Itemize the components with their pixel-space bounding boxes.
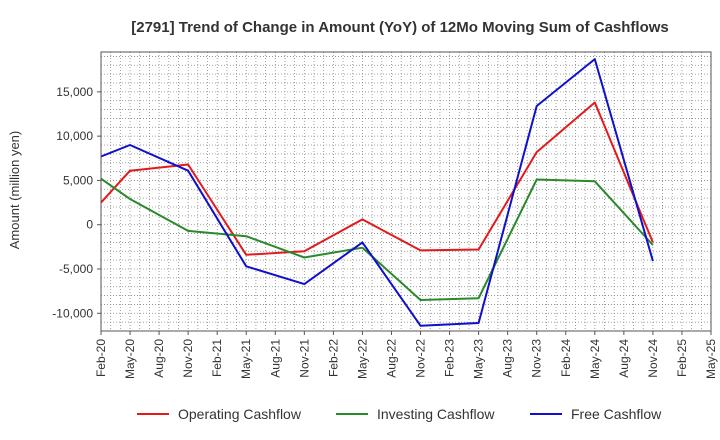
- x-tick-label: May-23: [472, 339, 486, 379]
- x-tick-label: Feb-20: [94, 339, 108, 377]
- x-tick-label: May-20: [123, 339, 137, 379]
- legend-label: Operating Cashflow: [178, 406, 302, 422]
- x-tick-label: May-24: [588, 339, 602, 379]
- x-tick-label: Aug-21: [268, 339, 282, 378]
- x-tick-label: Feb-24: [559, 339, 573, 377]
- y-tick-label: 10,000: [56, 129, 93, 143]
- x-tick-label: May-21: [239, 339, 253, 379]
- y-ticks: -10,000 -5,000 0 5,000 10,000 15,000: [52, 85, 101, 320]
- x-tick-label: Nov-20: [181, 339, 195, 378]
- x-tick-label: Aug-23: [501, 339, 515, 378]
- series-line-operating-cashflow: [100, 101, 654, 256]
- legend-label: Investing Cashflow: [377, 406, 495, 422]
- y-tick-label: -10,000: [52, 306, 93, 320]
- y-tick-label: -5,000: [59, 262, 93, 276]
- x-tick-label: Nov-21: [297, 339, 311, 378]
- x-tick-label: Aug-20: [152, 339, 166, 378]
- x-tick-label: Aug-24: [617, 339, 631, 378]
- legend-label: Free Cashflow: [571, 406, 662, 422]
- x-tick-label: Feb-21: [210, 339, 224, 377]
- x-tick-label: Aug-22: [384, 339, 398, 378]
- chart-title: [2791] Trend of Change in Amount (YoY) o…: [131, 19, 669, 36]
- legend: Operating Cashflow Investing Cashflow Free…: [137, 406, 662, 422]
- x-tick-label: May-25: [704, 339, 718, 379]
- x-tick-label: Nov-23: [530, 339, 544, 378]
- x-tick-label: Nov-22: [414, 339, 428, 378]
- x-tick-label: Nov-24: [646, 339, 660, 378]
- y-tick-label: 5,000: [63, 173, 93, 187]
- x-tick-label: Feb-25: [675, 339, 689, 377]
- series-line-investing-cashflow: [100, 177, 654, 301]
- series-layer: [100, 58, 654, 327]
- series-line-free-cashflow: [100, 58, 654, 327]
- y-axis-label: Amount (million yen): [7, 131, 22, 250]
- x-tick-label: Feb-23: [443, 339, 457, 377]
- plot-frame: [100, 51, 712, 332]
- grid: [100, 52, 712, 332]
- x-ticks: Feb-20 May-20 Aug-20 Nov-20 Feb-21 May-21 Aug-…: [94, 331, 718, 379]
- y-tick-label: 15,000: [56, 85, 93, 99]
- y-tick-label: 0: [86, 218, 93, 232]
- x-tick-label: May-22: [355, 339, 369, 379]
- x-tick-label: Feb-22: [326, 339, 340, 377]
